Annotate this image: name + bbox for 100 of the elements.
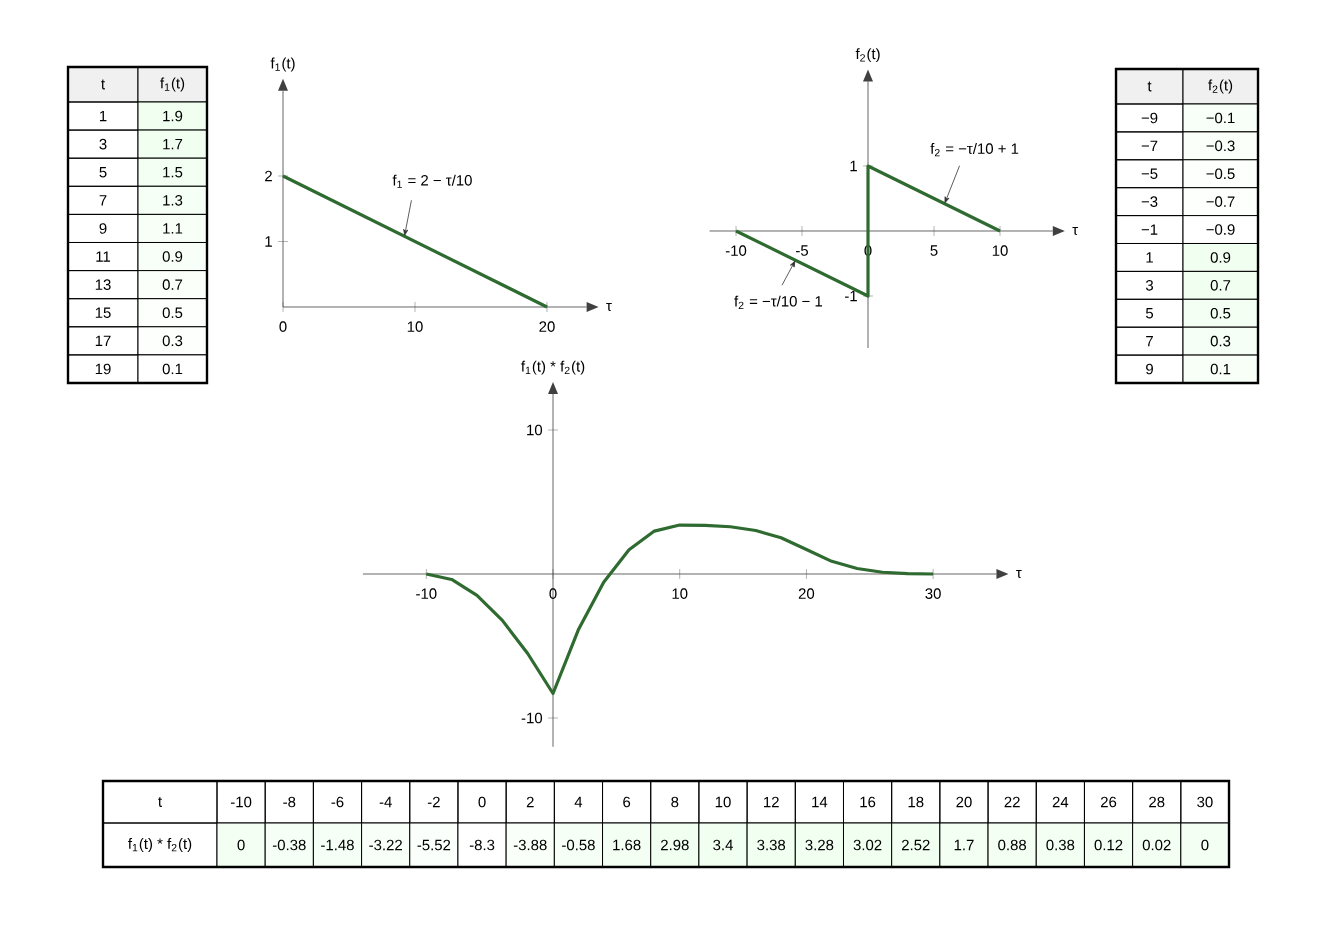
x-tick-label: 18 bbox=[908, 796, 924, 808]
x-tick-label: 5 bbox=[930, 245, 938, 256]
data-label: 2.98 bbox=[661, 839, 689, 851]
x-tick-label: 10 bbox=[407, 321, 423, 332]
data-label: 0.3 bbox=[1210, 335, 1231, 347]
data-label: 0 bbox=[1201, 839, 1209, 851]
data-label: 1.7 bbox=[163, 139, 183, 150]
x-axis-title: τ bbox=[1072, 226, 1078, 235]
data-label: 3.4 bbox=[713, 839, 733, 851]
y-tick-label: 1 bbox=[265, 236, 272, 247]
data-label: 1.68 bbox=[613, 839, 641, 851]
data-label: 0.7 bbox=[162, 279, 183, 290]
data-label: 1.9 bbox=[163, 110, 183, 122]
data-label: 3.38 bbox=[757, 839, 786, 851]
y-tick-label: 5 bbox=[99, 167, 107, 178]
x-axis-title: τ bbox=[1016, 569, 1022, 578]
y-tick-label: −9 bbox=[1141, 112, 1158, 124]
data-label: 0.5 bbox=[162, 307, 183, 319]
data-label: 0.7 bbox=[1210, 280, 1231, 291]
data-label: 1.1 bbox=[163, 223, 183, 234]
data-label: -3.22 bbox=[369, 839, 402, 851]
data-label: 2.52 bbox=[901, 839, 930, 851]
data-label: -3.88 bbox=[513, 839, 547, 851]
annotation: f$_{2}$ = −τ/10 + 1 bbox=[930, 143, 1019, 157]
x-tick-label: 0 bbox=[279, 321, 287, 332]
x-axis-title: t bbox=[158, 797, 162, 807]
x-tick-label: 10 bbox=[715, 796, 731, 808]
y-tick-label: −5 bbox=[1141, 168, 1158, 179]
data-label: 3.28 bbox=[805, 839, 834, 851]
x-tick-label: -10 bbox=[416, 588, 437, 599]
x-tick-label: 14 bbox=[812, 796, 828, 808]
y-tick-label: 15 bbox=[95, 307, 111, 318]
data-label: 0.1 bbox=[162, 363, 183, 375]
data-label: 1.7 bbox=[954, 839, 974, 851]
y-tick-label: 17 bbox=[95, 335, 111, 346]
x-tick-label: 10 bbox=[992, 245, 1008, 256]
y-tick-label: −3 bbox=[1141, 196, 1158, 207]
data-label: 0.38 bbox=[1046, 839, 1075, 851]
data-label: 0.5 bbox=[1210, 307, 1231, 319]
x-tick-label: 8 bbox=[671, 796, 679, 808]
y-axis-title: t bbox=[101, 79, 105, 90]
data-label: -5.52 bbox=[417, 839, 451, 851]
y-tick-label: 3 bbox=[99, 138, 107, 150]
x-tick-label: -10 bbox=[230, 796, 252, 808]
data-label: 0.9 bbox=[162, 251, 183, 262]
y-tick-label: 1 bbox=[1146, 252, 1153, 263]
x-tick-label: 30 bbox=[1197, 796, 1213, 808]
x-tick-label: 20 bbox=[956, 796, 972, 808]
data-label: 0.12 bbox=[1094, 839, 1123, 851]
data-label: -0.38 bbox=[272, 839, 306, 851]
y-tick-label: 3 bbox=[1145, 280, 1154, 291]
data-label: −0.5 bbox=[1206, 168, 1235, 180]
x-tick-label: 16 bbox=[860, 796, 876, 808]
y-tick-label: −1 bbox=[1141, 224, 1158, 235]
data-label: 0.3 bbox=[162, 335, 183, 347]
y-tick-label: −7 bbox=[1141, 140, 1158, 151]
y-tick-label: 19 bbox=[95, 363, 111, 375]
x-tick-label: -8 bbox=[283, 796, 296, 808]
data-label: −0.7 bbox=[1206, 196, 1235, 207]
x-tick-label: 24 bbox=[1052, 796, 1069, 808]
data-label: -0.58 bbox=[562, 839, 595, 851]
x-tick-label: 0 bbox=[478, 796, 486, 808]
x-tick-label: -10 bbox=[725, 245, 747, 256]
data-label: 0.1 bbox=[1210, 363, 1231, 375]
y-tick-label: 9 bbox=[99, 223, 107, 234]
y-axis-title: t bbox=[1147, 81, 1152, 92]
data-label: 3.02 bbox=[853, 839, 882, 851]
y-tick-label: 1 bbox=[850, 160, 857, 172]
y-tick-label: 7 bbox=[1146, 336, 1153, 347]
x-tick-label: 12 bbox=[764, 796, 779, 808]
y-tick-label: -1 bbox=[845, 290, 857, 302]
x-tick-label: 20 bbox=[539, 321, 555, 332]
y-axis-title: f$_{1}$(t) bbox=[270, 57, 295, 72]
x-tick-label: -5 bbox=[796, 245, 809, 256]
annotation: f$_{1}$ = 2 − τ/10 bbox=[392, 174, 472, 188]
x-tick-label: -4 bbox=[379, 796, 392, 808]
x-tick-label: -2 bbox=[427, 796, 440, 808]
x-tick-label: 0 bbox=[549, 588, 557, 599]
y-tick-label: 5 bbox=[1145, 308, 1154, 319]
y-tick-label: 9 bbox=[1146, 363, 1153, 375]
x-tick-label: 10 bbox=[672, 588, 688, 599]
data-label: −0.9 bbox=[1206, 224, 1235, 235]
x-tick-label: 6 bbox=[623, 796, 631, 808]
x-tick-label: 4 bbox=[574, 796, 583, 808]
y-axis-title: f$_{2}$(t) bbox=[855, 48, 880, 63]
data-label: 0 bbox=[237, 839, 245, 851]
data-label: 0.9 bbox=[1210, 252, 1231, 263]
data-label: -8.3 bbox=[469, 839, 495, 851]
x-tick-label: 20 bbox=[798, 588, 815, 599]
x-tick-label: 28 bbox=[1149, 796, 1165, 808]
x-axis-title: τ bbox=[606, 302, 612, 312]
annotation: f$_{2}$ = −τ/10 − 1 bbox=[734, 295, 823, 309]
data-label: 1.5 bbox=[163, 167, 183, 178]
data-label: 1.3 bbox=[163, 195, 183, 206]
x-tick-label: 30 bbox=[925, 588, 941, 599]
y-tick-label: 11 bbox=[96, 251, 111, 262]
y-tick-label: 13 bbox=[95, 279, 111, 290]
data-label: 0.88 bbox=[998, 839, 1027, 851]
x-tick-label: 26 bbox=[1100, 796, 1117, 808]
data-label: 0.02 bbox=[1142, 839, 1171, 851]
